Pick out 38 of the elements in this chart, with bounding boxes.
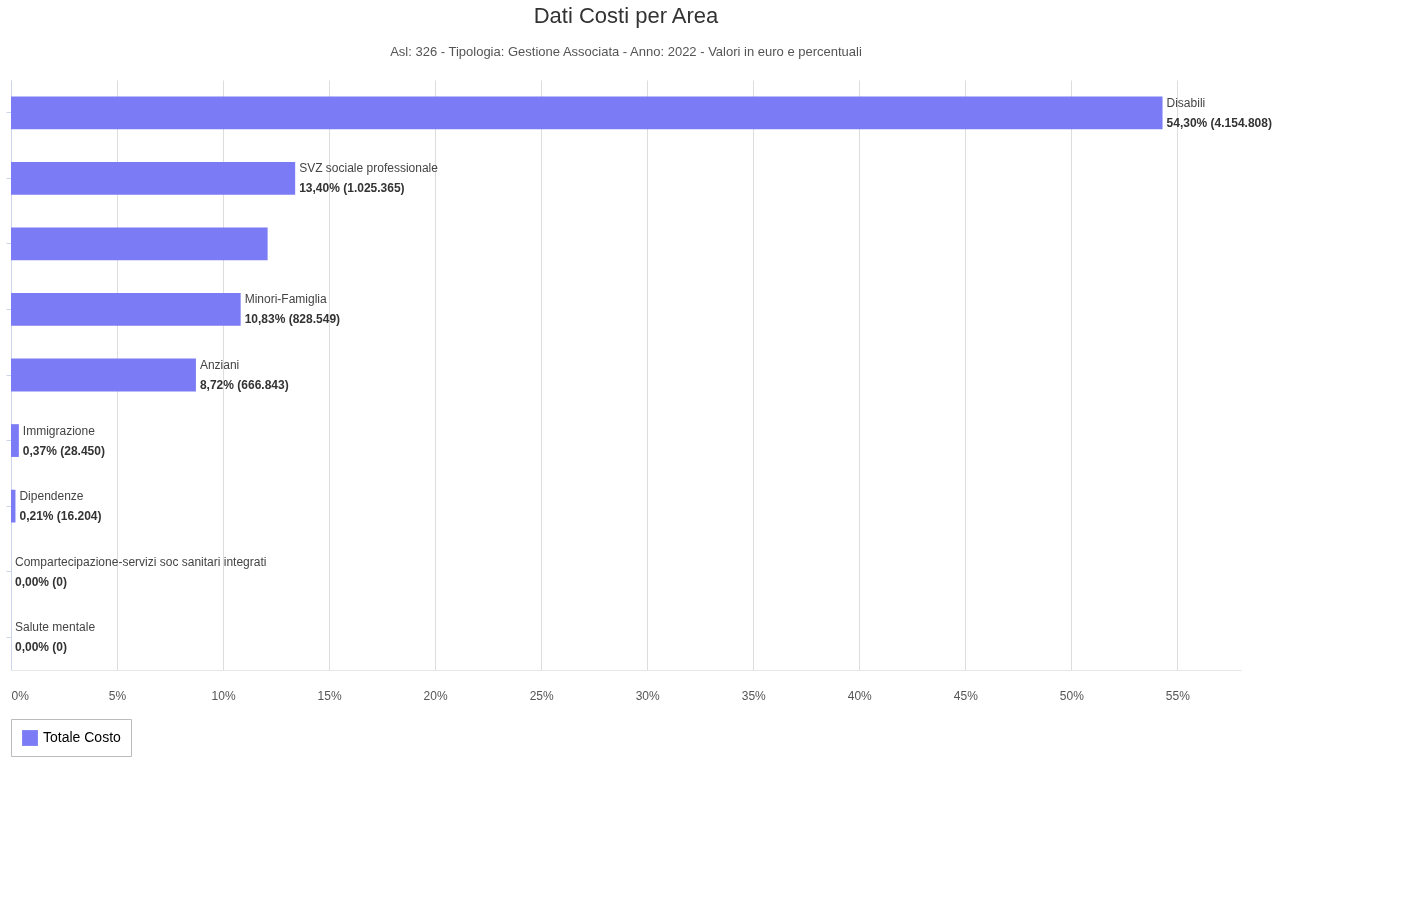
y-tick-label: Salute mentale [15, 620, 96, 635]
x-tick-label: 40% [847, 688, 873, 703]
x-tick-label: 25% [529, 688, 554, 703]
y-tick-label: Anziani [199, 358, 240, 372]
chart-subtitle: Asl: 326 - Tipologia: Gestione Associata - Anno: 2022 - Valori in euro e percentuali [390, 44, 862, 59]
chart-title: Dati Costi per Area [533, 3, 720, 28]
y-tick-label: Dipendenze [19, 489, 84, 504]
x-tick-label: 30% [635, 688, 661, 703]
data-label: 0,00% (0) [15, 640, 68, 655]
y-tick-label: Immigrazione [22, 423, 96, 438]
data-label: 8,72% (666.843) [199, 378, 289, 392]
bar [11, 227, 268, 261]
x-tick-label: 5% [108, 688, 127, 703]
x-tick-label: 45% [953, 688, 979, 703]
x-tick-label: 0% [11, 688, 30, 703]
data-label: 13,40% (1.025.365) [299, 181, 405, 196]
bar [11, 489, 16, 523]
x-tick-label: 35% [741, 688, 767, 703]
x-tick-label: 50% [1059, 688, 1085, 703]
data-label: 0,00% (0) [15, 574, 68, 589]
data-label: 0,37% (28.450) [22, 443, 105, 458]
bar [11, 358, 196, 392]
x-tick-label: 15% [317, 688, 342, 703]
x-tick-label: 10% [211, 688, 236, 703]
x-tick-label: 20% [423, 688, 448, 703]
data-label: 54,30% (4.154.808) [1166, 115, 1272, 130]
y-tick-label: Disabili [1166, 95, 1206, 110]
data-label: 10,83% (828.549) [244, 312, 341, 327]
y-tick-label: SVZ sociale professionale [299, 161, 439, 176]
bar [11, 161, 296, 195]
legend-label: Totale Costo [43, 729, 122, 745]
data-label: 0,21% (16.204) [19, 509, 102, 524]
bar [11, 424, 19, 457]
y-tick-label: Minori-Famiglia [244, 292, 328, 307]
bar [11, 96, 1163, 130]
bar [11, 293, 241, 326]
x-tick-label: 55% [1165, 688, 1191, 703]
y-tick-label: Compartecipazione-servizi soc sanitari integrati [15, 554, 267, 569]
